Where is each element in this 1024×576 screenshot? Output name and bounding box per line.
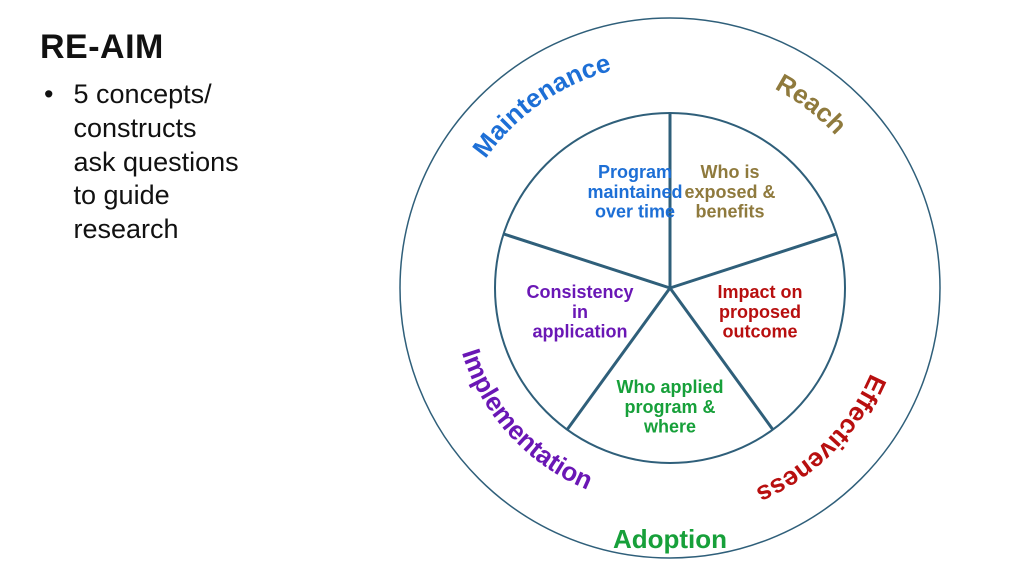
outer-label-adoption: Adoption	[613, 524, 727, 554]
inner-text: Who appliedprogram &where	[617, 377, 724, 437]
inner-text: Consistencyinapplication	[526, 282, 633, 342]
outer-label-maintenance: Maintenance	[466, 47, 614, 162]
bullet-dot: •	[44, 78, 66, 112]
outer-label-implementation: Implementation	[456, 345, 597, 495]
page: RE-AIM • 5 concepts/ constructs ask ques…	[0, 0, 1024, 576]
page-title: RE-AIM	[40, 28, 164, 67]
inner-text: Who isexposed &benefits	[684, 162, 775, 222]
reaim-diagram: MaintenanceReachEffectivenessAdoptionImp…	[390, 8, 950, 568]
outer-label-effectiveness: Effectiveness	[753, 370, 893, 510]
inner-text: Impact onproposedoutcome	[717, 282, 802, 342]
inner-text: Programmaintainedover time	[587, 162, 682, 222]
bullet-item: • 5 concepts/ constructs ask questions t…	[44, 78, 239, 247]
diagram-svg: MaintenanceReachEffectivenessAdoptionImp…	[390, 8, 950, 568]
bullet-text: 5 concepts/ constructs ask questions to …	[74, 78, 239, 247]
